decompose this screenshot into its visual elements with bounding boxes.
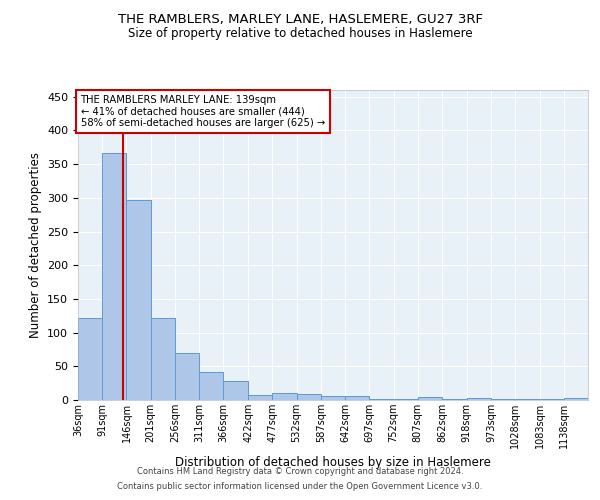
Text: Contains public sector information licensed under the Open Government Licence v3: Contains public sector information licen… (118, 482, 482, 491)
Bar (127, 200, 151, 400)
Text: THE RAMBLERS MARLEY LANE: 139sqm
← 41% of detached houses are smaller (444)
58% : THE RAMBLERS MARLEY LANE: 139sqm ← 41% o… (80, 94, 325, 128)
Bar (272, 394, 296, 400)
Bar (151, 318, 175, 400)
Bar (175, 353, 199, 400)
Text: Contains HM Land Registry data © Crown copyright and database right 2024.: Contains HM Land Registry data © Crown c… (137, 467, 463, 476)
Bar (321, 396, 345, 400)
Bar (296, 394, 321, 400)
Bar (248, 394, 272, 400)
Bar (467, 398, 491, 400)
Bar (564, 398, 588, 400)
X-axis label: Distribution of detached houses by size in Haslemere: Distribution of detached houses by size … (175, 456, 491, 469)
Bar (223, 381, 248, 400)
Bar (345, 396, 370, 400)
Bar (370, 398, 394, 400)
Bar (102, 152, 127, 400)
Text: THE RAMBLERS, MARLEY LANE, HASLEMERE, GU27 3RF: THE RAMBLERS, MARLEY LANE, HASLEMERE, GU… (118, 12, 482, 26)
Bar (199, 372, 223, 400)
Bar (418, 398, 442, 400)
Bar (515, 398, 539, 400)
Text: Size of property relative to detached houses in Haslemere: Size of property relative to detached ho… (128, 28, 472, 40)
Y-axis label: Number of detached properties: Number of detached properties (29, 152, 41, 338)
Bar (78, 318, 102, 400)
